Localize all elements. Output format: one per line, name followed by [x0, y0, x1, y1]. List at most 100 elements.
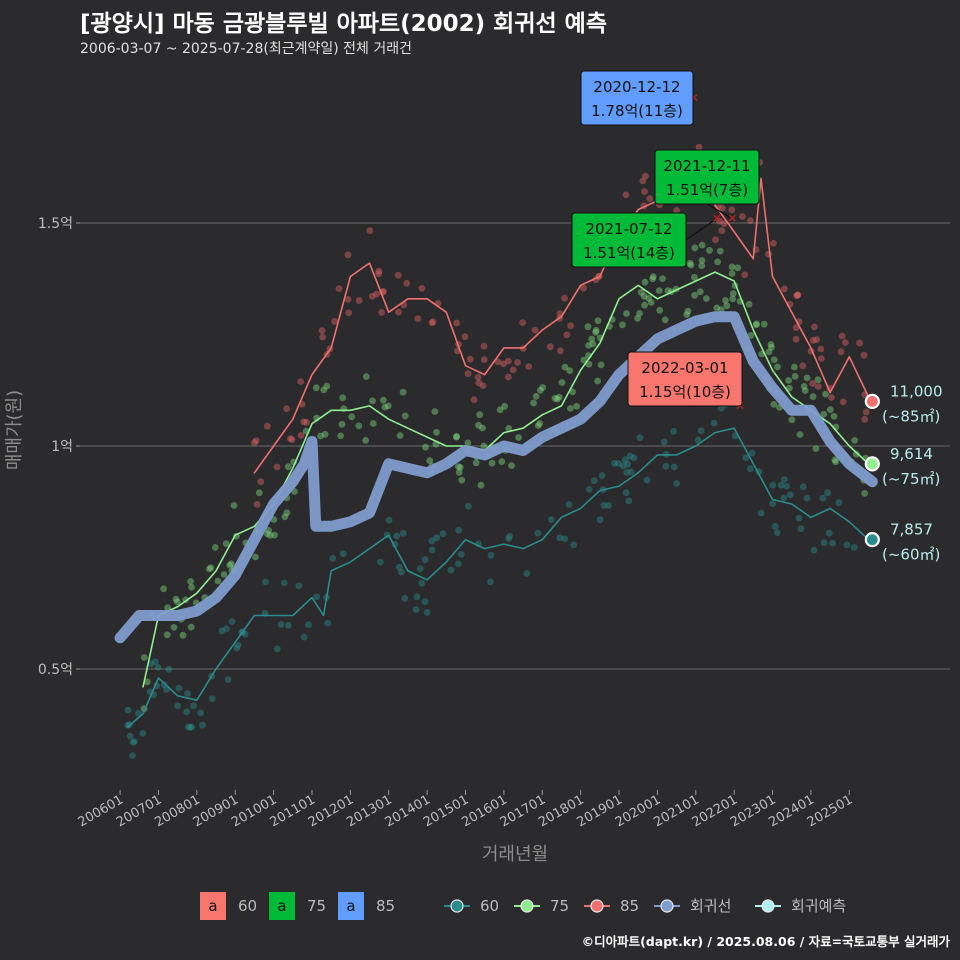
scatter-point-60: [561, 535, 569, 543]
scatter-point-60: [742, 454, 750, 462]
scatter-point-75: [820, 410, 828, 418]
scatter-point-75: [384, 402, 392, 410]
scatter-point-60: [799, 483, 807, 491]
scatter-point-75: [339, 394, 347, 402]
scatter-point-60: [670, 463, 678, 471]
scatter-point-60: [596, 516, 604, 524]
scatter-point-85: [718, 204, 726, 212]
max-annotations: ✕ 2020-12-12 1.78억(11층) ✕ 2021-12-11 1.51억(7층…: [571, 70, 760, 413]
scatter-point-75: [649, 273, 657, 280]
scatter-point-75: [822, 390, 829, 398]
scatter-point-85: [375, 267, 383, 275]
scatter-point-85: [283, 405, 290, 413]
scatter-point-60: [773, 529, 781, 536]
chart-title: [광양시] 마동 금광블루빌 아파트(2002) 회귀선 예측: [80, 11, 607, 37]
scatter-point-60: [829, 539, 836, 547]
scatter-point-75: [179, 631, 187, 639]
scatter-point-75: [281, 513, 289, 521]
scatter-point-75: [645, 295, 653, 302]
scatter-point-85: [273, 463, 281, 471]
scatter-point-60: [433, 534, 441, 542]
scatter-point-60: [324, 619, 332, 627]
scatter-point-60: [385, 516, 393, 524]
scatter-point-85: [641, 188, 648, 196]
scatter-point-75: [812, 445, 820, 452]
scatter-point-60: [131, 738, 138, 745]
scatter-point-60: [662, 462, 670, 470]
scatter-point-85: [809, 336, 817, 344]
scatter-point-75: [553, 395, 561, 403]
scatter-point-75: [188, 583, 196, 591]
scatter-point-75: [566, 367, 574, 374]
scatter-point-75: [686, 259, 694, 267]
scatter-point-85: [429, 318, 437, 326]
scatter-point-75: [647, 299, 655, 306]
scatter-point-60: [428, 537, 436, 545]
scatter-point-75: [534, 422, 542, 429]
scatter-point-75: [187, 578, 195, 585]
series-line-85: [253, 168, 870, 474]
scatter-point-75: [801, 387, 809, 394]
scatter-point-60: [781, 476, 788, 483]
legend-line-dot: [761, 899, 775, 913]
scatter-point-85: [720, 220, 728, 228]
scatter-point-60: [273, 645, 281, 653]
annotation-box: [627, 351, 743, 407]
scatter-point-60: [565, 501, 573, 508]
scatter-point-75: [163, 631, 171, 639]
scatter-point-60: [300, 633, 308, 641]
scatter-point-60: [505, 535, 513, 542]
legend-line-label: 회귀선: [690, 897, 731, 915]
annotation-box: [654, 149, 760, 205]
y-tick-label: 1억: [51, 439, 73, 455]
forecast-area-label: (~60㎡): [882, 546, 940, 564]
scatter-point-75: [831, 456, 839, 464]
scatter-point-60: [285, 621, 292, 629]
annotation-value: 1.15억(10층): [639, 383, 731, 401]
scatter-point-85: [297, 378, 305, 385]
scatter-point-85: [556, 347, 564, 355]
scatter-point-75: [362, 437, 369, 444]
scatter-point-60: [611, 460, 618, 467]
scatter-point-75: [636, 310, 643, 317]
scatter-point-60: [636, 434, 644, 442]
scatter-point-75: [530, 399, 537, 407]
scatter-point-60: [777, 481, 785, 489]
scatter-point-85: [395, 308, 402, 316]
scatter-point-85: [318, 327, 326, 334]
scatter-point-85: [580, 284, 587, 292]
scatter-point-85: [480, 356, 488, 363]
scatter-point-75: [696, 288, 704, 296]
scatter-point-85: [475, 379, 483, 387]
scatter-point-75: [585, 342, 592, 349]
scatter-point-85: [739, 213, 746, 220]
legend-line-label: 85: [620, 897, 639, 915]
scatter-point-60: [619, 462, 627, 470]
scatter-point-60: [241, 630, 249, 638]
scatter-point-75: [592, 328, 600, 336]
scatter-point-75: [729, 295, 737, 303]
scatter-point-75: [703, 295, 710, 302]
scatter-point-75: [641, 278, 649, 286]
scatter-point-75: [734, 264, 742, 272]
scatter-point-85: [287, 435, 294, 443]
scatter-point-75: [172, 595, 180, 603]
scatter-point-75: [401, 412, 409, 420]
annotation-box: [580, 70, 694, 126]
scatter-point-75: [464, 439, 472, 447]
scatter-point-75: [479, 424, 486, 432]
scatter-point-60: [413, 593, 421, 601]
scatter-point-85: [331, 317, 339, 325]
scatter-point-60: [197, 709, 205, 717]
scatter-point-85: [794, 291, 802, 299]
scatter-point-75: [661, 316, 669, 324]
scatter-point-75: [230, 502, 238, 509]
scatter-point-85: [297, 432, 305, 439]
scatter-point-85: [366, 227, 374, 235]
legend-box-swatch: [269, 892, 295, 920]
scatter-point-75: [786, 384, 793, 392]
scatter-point-75: [832, 458, 840, 466]
scatter-point-60: [398, 568, 405, 576]
scatter-point-60: [185, 723, 192, 731]
scatter-point-85: [860, 351, 868, 359]
